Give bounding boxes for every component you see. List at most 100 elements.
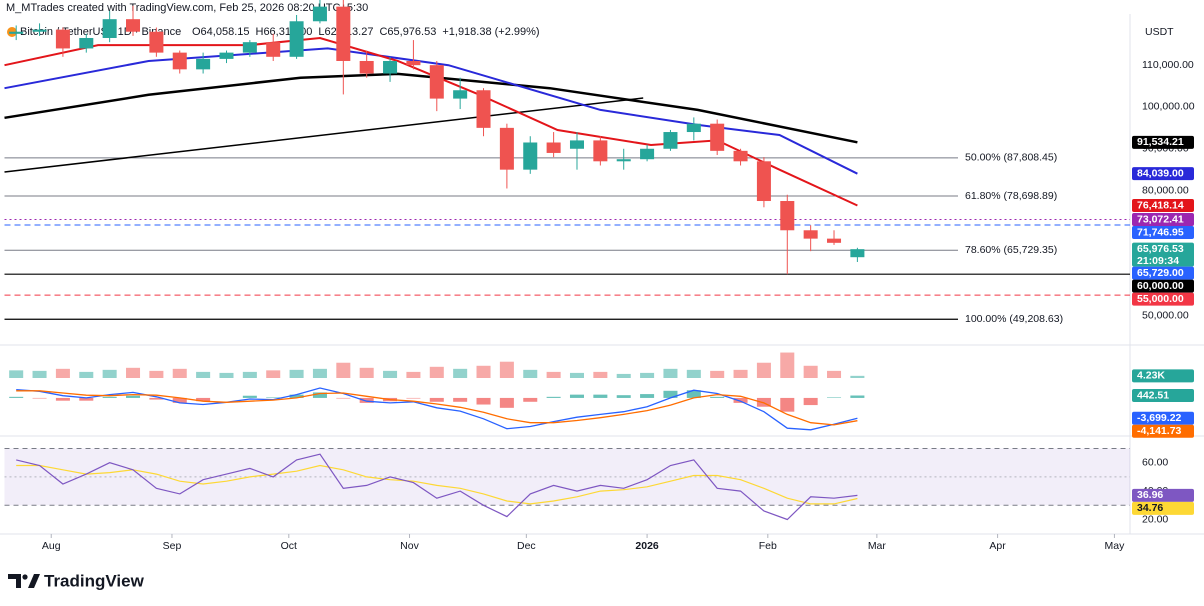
candle-body bbox=[710, 123, 725, 151]
volume-bar bbox=[499, 361, 514, 378]
macd-histogram bbox=[523, 397, 538, 402]
macd-histogram bbox=[289, 394, 304, 398]
macd-histogram bbox=[32, 397, 47, 399]
candle-body bbox=[406, 60, 421, 66]
candle-body bbox=[569, 140, 584, 149]
candle-body bbox=[453, 90, 468, 99]
x-tick-label: Aug bbox=[42, 540, 61, 552]
volume-bar bbox=[266, 370, 281, 378]
volume-bar bbox=[453, 368, 468, 378]
price-tag bbox=[1132, 389, 1194, 403]
macd-histogram bbox=[55, 397, 70, 401]
macd-histogram bbox=[733, 397, 748, 403]
candle-body bbox=[616, 159, 631, 162]
volume-bar bbox=[383, 370, 398, 378]
candle-body bbox=[102, 19, 117, 38]
price-tag-label: 4.23K bbox=[1137, 370, 1165, 382]
candle-body bbox=[686, 123, 701, 133]
signal-line bbox=[16, 390, 858, 426]
macd-histogram bbox=[172, 397, 187, 403]
volume-bar bbox=[523, 369, 538, 378]
candle-body bbox=[546, 142, 561, 153]
price-tag-label: 73,072.41 bbox=[1137, 213, 1184, 225]
price-tag-sub: 21:09:34 bbox=[1137, 255, 1179, 267]
price-tag-label: 442.51 bbox=[1137, 389, 1169, 401]
volume-bar bbox=[196, 371, 211, 378]
price-tag bbox=[1132, 266, 1194, 280]
macd-histogram bbox=[499, 397, 514, 408]
x-tick-label: Sep bbox=[163, 540, 182, 552]
y-tick-label: 110,000.00 bbox=[1142, 59, 1194, 71]
ohlc-value: H66,310.00 bbox=[256, 26, 313, 38]
macd-histogram bbox=[686, 390, 701, 398]
price-tag bbox=[1132, 213, 1194, 227]
macd-histogram bbox=[710, 396, 725, 398]
macd-histogram bbox=[593, 394, 608, 398]
candle-body bbox=[266, 42, 281, 57]
volume-bar bbox=[149, 370, 164, 378]
volume-bar bbox=[429, 366, 444, 378]
price-tag bbox=[1132, 411, 1194, 425]
attribution: M_MTrades created with TradingView.com, … bbox=[6, 2, 368, 14]
volume-bar bbox=[406, 371, 421, 378]
volume-bar bbox=[359, 367, 374, 378]
price-tag bbox=[1132, 167, 1194, 181]
volume-bar bbox=[593, 371, 608, 378]
price-tag bbox=[1132, 135, 1194, 149]
macd-histogram bbox=[149, 397, 164, 400]
candle-body bbox=[289, 21, 304, 57]
candle-body bbox=[359, 60, 374, 74]
volume-bar bbox=[569, 372, 584, 378]
x-tick-label: Oct bbox=[281, 540, 297, 552]
volume-bar bbox=[640, 372, 655, 378]
volume-bar bbox=[126, 367, 141, 378]
x-tick-label: Feb bbox=[759, 540, 777, 552]
price-tag-label: 71,746.95 bbox=[1137, 226, 1184, 238]
price-tag-label: 65,976.53 bbox=[1137, 243, 1184, 255]
candle-body bbox=[149, 31, 164, 53]
macd-histogram bbox=[196, 397, 211, 402]
price-tag bbox=[1132, 199, 1194, 213]
price-tag-label: 34.76 bbox=[1137, 502, 1163, 514]
currency: USDT bbox=[1145, 26, 1174, 38]
candle-body bbox=[803, 230, 818, 239]
macd-histogram bbox=[780, 397, 795, 412]
candle-body bbox=[476, 90, 491, 128]
ohlc-legend: O64,058.15H66,310.00L62,913.27C65,976.53… bbox=[192, 26, 540, 38]
macd-histogram bbox=[242, 395, 257, 398]
x-tick-label: Nov bbox=[400, 540, 419, 552]
candle-body bbox=[663, 132, 678, 149]
volume-bar bbox=[710, 370, 725, 378]
candle-body bbox=[733, 150, 748, 162]
candle-body bbox=[593, 140, 608, 162]
y-tick-label: 60.00 bbox=[1142, 456, 1168, 468]
price-tag-label: 55,000.00 bbox=[1137, 293, 1184, 305]
brand: TradingView bbox=[44, 571, 145, 590]
macd-line bbox=[16, 387, 858, 431]
macd-histogram bbox=[102, 396, 117, 398]
volume-bar bbox=[219, 372, 234, 378]
volume-bar bbox=[172, 368, 187, 378]
price-tag-label: 76,418.14 bbox=[1137, 199, 1184, 211]
macd-histogram bbox=[663, 390, 678, 398]
candle-body bbox=[429, 65, 444, 99]
macd-histogram bbox=[266, 397, 281, 398]
macd-histogram bbox=[569, 394, 584, 398]
x-tick-label: Dec bbox=[517, 540, 536, 552]
macd-histogram bbox=[803, 397, 818, 406]
ohlc-value: +1,918.38 (+2.99%) bbox=[442, 26, 539, 38]
macd-histogram bbox=[827, 397, 842, 398]
volume-bar bbox=[546, 371, 561, 378]
price-tag-label: 65,729.00 bbox=[1137, 267, 1184, 279]
candle-body bbox=[196, 58, 211, 70]
price-tag-label: -3,699.22 bbox=[1137, 412, 1182, 424]
volume-bar bbox=[803, 365, 818, 378]
level-label: 78.60% (65,729.35) bbox=[965, 244, 1057, 256]
x-tick-label: Mar bbox=[868, 540, 887, 552]
volume-bar bbox=[850, 375, 865, 378]
macd-histogram bbox=[312, 392, 327, 398]
price-tag bbox=[1132, 369, 1194, 383]
volume-bar bbox=[79, 371, 94, 378]
logo-mark bbox=[8, 574, 21, 588]
